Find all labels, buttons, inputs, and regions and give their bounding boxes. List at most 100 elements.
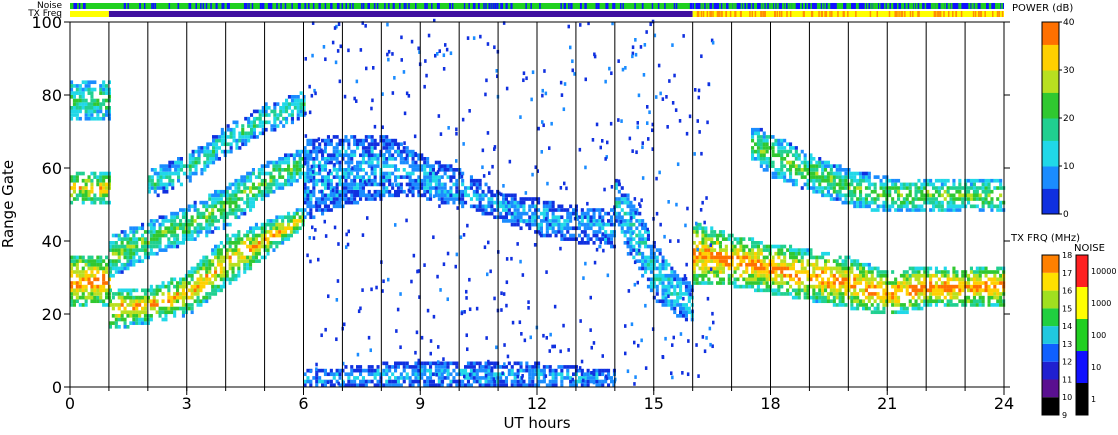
echo-cell (528, 215, 532, 220)
echo-cell (809, 273, 813, 278)
echo-cell (528, 197, 532, 201)
echo-cell (946, 292, 950, 296)
echo-cell (987, 277, 991, 282)
echo-cell (249, 204, 253, 209)
echo-cell (222, 259, 226, 263)
echo-cell (72, 175, 76, 179)
echo-cell (679, 303, 683, 307)
echo-cell (143, 314, 147, 318)
echo-cell (999, 178, 1003, 183)
echo-cell (78, 255, 82, 260)
echo-cell (105, 84, 109, 88)
echo-cell (143, 321, 147, 325)
echo-cell (234, 197, 238, 201)
echo-cell (292, 157, 296, 161)
echo-cell (254, 226, 258, 231)
echo-cell (111, 314, 115, 318)
echo-cell (510, 204, 514, 209)
echo-cell (338, 168, 342, 172)
noise-speckle (564, 3, 567, 9)
echo-cell (249, 200, 253, 205)
echo-cell (759, 277, 763, 282)
echo-cell (190, 295, 194, 300)
echo-cell (70, 262, 74, 267)
echo-cell (806, 171, 810, 176)
noise-speckle (318, 3, 320, 9)
txfreq-speckle (710, 11, 712, 17)
echo-cell (812, 168, 816, 172)
echo-cell (72, 84, 76, 88)
echo-cell (859, 171, 863, 176)
echo-cell (338, 164, 342, 168)
echo-cell (794, 171, 798, 176)
echo-cell (569, 219, 573, 223)
echo-cell (534, 204, 538, 209)
echo-cell (96, 106, 100, 110)
echo-cell (800, 288, 804, 293)
echo-cell (958, 186, 962, 190)
echo-cell (818, 284, 822, 289)
echo-cell (899, 200, 903, 205)
echo-cell (179, 306, 183, 311)
echo-cell (859, 266, 863, 271)
echo-cell (847, 277, 851, 282)
echo-cell (190, 222, 194, 227)
echo-cell (388, 182, 392, 187)
echo-cell (138, 314, 142, 318)
echo-cell (234, 215, 238, 220)
echo-cell (234, 251, 238, 256)
echo-cell (673, 277, 677, 282)
echo-cell (721, 277, 725, 282)
echo-cell (344, 189, 348, 194)
echo-cell (173, 244, 177, 249)
echo-cell (385, 142, 389, 147)
echo-cell (560, 204, 564, 209)
echo-cell (978, 303, 982, 307)
echo-cell (426, 160, 430, 165)
echo-cell (229, 135, 233, 139)
echo-cell (920, 197, 924, 201)
echo-cell (818, 266, 822, 271)
echo-cell (818, 157, 822, 161)
echo-cell (306, 171, 310, 176)
echo-cell (214, 284, 218, 289)
echo-cell (658, 281, 662, 285)
echo-cell (143, 317, 147, 322)
echo-cell (123, 288, 127, 293)
echo-cell (93, 273, 97, 278)
echo-cell (243, 182, 247, 187)
echo-cell (545, 226, 549, 231)
echo-cell (176, 215, 180, 220)
echo-cell (791, 266, 795, 271)
echo-cell (929, 277, 933, 282)
echo-cell (478, 197, 482, 201)
echo-cell (449, 193, 453, 198)
echo-cell (721, 266, 725, 271)
echo-cell (250, 120, 254, 125)
echo-cell (411, 153, 415, 158)
echo-cell (765, 146, 769, 150)
echo-cell (215, 135, 219, 139)
echo-cell (247, 138, 251, 143)
echo-cell (652, 295, 656, 300)
echo-cell (586, 211, 590, 216)
echo-cell (455, 182, 459, 187)
echo-cell (626, 197, 630, 201)
echo-cell (70, 200, 74, 205)
echo-cell (718, 270, 722, 274)
echo-cell (231, 189, 235, 194)
echo-cell (595, 208, 599, 212)
echo-cell (826, 182, 830, 187)
echo-cell (794, 281, 798, 285)
echo-cell (309, 178, 313, 183)
echo-cell (341, 171, 345, 176)
echo-cell (629, 200, 633, 205)
txfreq-speckle (937, 11, 940, 17)
echo-cell (159, 171, 163, 176)
echo-cell (338, 175, 342, 179)
echo-cell (260, 189, 264, 194)
echo-cell (771, 149, 775, 154)
echo-cell (917, 295, 921, 300)
echo-cell (774, 251, 778, 256)
echo-cell (716, 259, 720, 263)
